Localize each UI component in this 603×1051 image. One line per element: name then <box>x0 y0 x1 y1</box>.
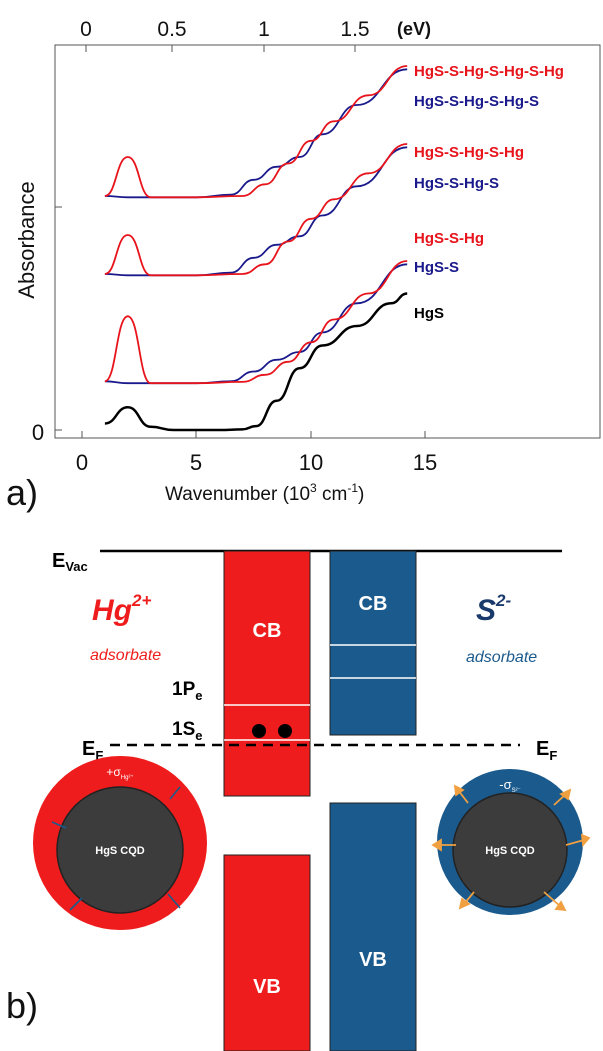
top-tick-label: 0 <box>80 18 92 41</box>
hg-sigma-label: +σHg²⁺ <box>106 765 133 781</box>
s-ion-label: S2- <box>476 591 511 627</box>
s-core <box>452 792 568 908</box>
hg-cb-label: CB <box>253 620 282 642</box>
label-hgs-s-hg-s-hg-s-hg: HgS-S-Hg-S-Hg-S-Hg <box>414 63 564 80</box>
y-axis: 0 Absorbance <box>14 181 62 445</box>
hg-core-label: HgS CQD <box>95 845 145 857</box>
spectrum-hgs <box>104 292 408 432</box>
level-1p-label: 1Pe <box>172 679 202 703</box>
x-tick-label: 15 <box>413 450 437 475</box>
x-tick-label: 10 <box>299 450 323 475</box>
panel-a-label: a) <box>6 472 38 513</box>
s-valence-band <box>329 802 417 1051</box>
top-axis: 0 0.5 1 1.5 (eV) <box>80 18 431 52</box>
s-capped-qd: HgS CQD -σS²⁻ <box>431 769 591 915</box>
hg-valence-band <box>223 854 311 1051</box>
top-tick-label: 1.5 <box>340 18 369 41</box>
hg-dipole-arrows <box>51 786 181 911</box>
spectrum-hgs-s <box>104 263 408 385</box>
hg-core <box>56 786 184 914</box>
label-hgs-s-hg-s: HgS-S-Hg-S <box>414 175 499 192</box>
panel-b-label: b) <box>6 985 38 1026</box>
spectrum-hgs-s-hg-s-hg-s <box>104 68 408 199</box>
panel-b: EVac CB VB CB VB EF EF 1Pe 1Se Hg2+ adso… <box>6 549 591 1051</box>
hg-vb-label: VB <box>253 976 281 998</box>
x-tick-label: 0 <box>76 450 88 475</box>
evac-label: EVac <box>52 550 88 574</box>
spectrum-hgs-s-hg-s <box>104 146 408 277</box>
hg-ion-label: Hg2+ <box>92 591 151 627</box>
hg-adsorbate-label: adsorbate <box>90 647 161 664</box>
level-1s-label: 1Se <box>172 719 202 743</box>
y-axis-label: Absorbance <box>14 181 39 298</box>
panel-a: 0 0.5 1 1.5 (eV) 0 5 10 15 Wavenumber (1… <box>6 18 601 513</box>
label-hgs-s-hg: HgS-S-Hg <box>414 230 484 247</box>
ef-left-label: EF <box>82 738 103 763</box>
x-tick-label: 5 <box>190 450 202 475</box>
s-cb-label: CB <box>359 593 388 615</box>
hg-capped-qd: HgS CQD +σHg²⁺ <box>33 756 207 930</box>
spectrum-hgs-s-hg-s-hg <box>104 143 408 277</box>
y-tick-label: 0 <box>32 420 44 445</box>
s-dipole-arrows <box>431 784 591 912</box>
ef-right-label: EF <box>536 738 557 763</box>
label-hgs: HgS <box>414 305 444 322</box>
electron-dot <box>252 724 266 738</box>
label-hgs-s-hg-s-hg: HgS-S-Hg-S-Hg <box>414 144 524 161</box>
s-vb-label: VB <box>359 949 387 971</box>
top-tick-label: 0.5 <box>157 18 186 41</box>
spectra <box>104 65 408 432</box>
top-tick-label: 1 <box>258 18 270 41</box>
spectrum-hgs-s-hg-s-hg-s-hg <box>104 65 408 199</box>
s-sigma-label: -σS²⁻ <box>499 777 521 794</box>
hg-conduction-band <box>223 550 311 797</box>
plot-frame <box>54 44 601 439</box>
label-hgs-s: HgS-S <box>414 259 459 276</box>
s-core-label: HgS CQD <box>485 845 535 857</box>
electron-dot <box>278 724 292 738</box>
x-axis-label: Wavenumber (103 cm-1) <box>165 481 364 505</box>
label-hgs-s-hg-s-hg-s: HgS-S-Hg-S-Hg-S <box>414 93 539 110</box>
x-axis: 0 5 10 15 Wavenumber (103 cm-1) <box>76 431 437 505</box>
curve-labels: HgS-S-Hg-S-Hg-S-Hg HgS-S-Hg-S-Hg-S HgS-S… <box>414 63 564 322</box>
s-adsorbate-label: adsorbate <box>466 649 537 666</box>
top-axis-unit: (eV) <box>397 19 431 39</box>
s-conduction-band <box>329 550 417 736</box>
spectrum-hgs-s-hg <box>104 260 408 385</box>
